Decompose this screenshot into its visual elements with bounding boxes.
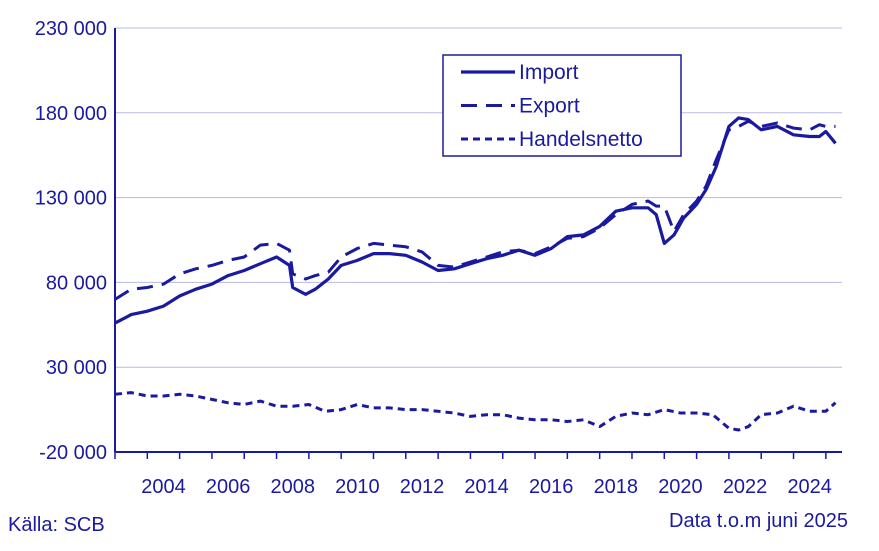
legend-label-handelsnetto: Handelsnetto [519, 128, 643, 151]
x-tick-label: 2024 [787, 476, 832, 498]
y-tick-label: 180 000 [35, 103, 107, 125]
x-axis-ticks: 2004 2006 2008 2010 2012 2014 2016 2018 2020 2022… [114, 452, 832, 498]
series-line-handelsnetto [114, 391, 837, 432]
data-note: Data t.o.m juni 2025 [669, 510, 848, 532]
x-tick-label: 2014 [464, 476, 509, 498]
series-lines [114, 116, 837, 432]
x-tick-label: 2018 [594, 476, 639, 498]
y-tick-label: 80 000 [46, 272, 107, 294]
x-tick-label: 2008 [270, 476, 315, 498]
y-axis-ticks: -20 000 30 000 80 000 130 000 180 000 230 000 [35, 18, 107, 464]
y-tick-label: 30 000 [46, 357, 107, 379]
y-tick-label: -20 000 [39, 442, 107, 464]
x-tick-label: 2020 [658, 476, 703, 498]
source-note: Källa: SCB [8, 514, 105, 536]
x-tick-label: 2016 [529, 476, 574, 498]
x-tick-label: 2022 [723, 476, 768, 498]
series-line-export [114, 119, 836, 301]
x-tick-label: 2012 [400, 476, 445, 498]
axes [114, 28, 842, 453]
legend: Import Export Handelsnetto [442, 54, 682, 157]
x-tick-label: 2010 [335, 476, 380, 498]
x-tick-label: 2006 [206, 476, 251, 498]
series-line-import [114, 116, 837, 325]
legend-label-export: Export [519, 95, 580, 118]
y-tick-label: 130 000 [35, 188, 107, 210]
legend-label-import: Import [519, 61, 579, 84]
y-tick-label: 230 000 [35, 18, 107, 40]
gridlines [115, 27, 842, 368]
x-tick-label: 2004 [141, 476, 186, 498]
